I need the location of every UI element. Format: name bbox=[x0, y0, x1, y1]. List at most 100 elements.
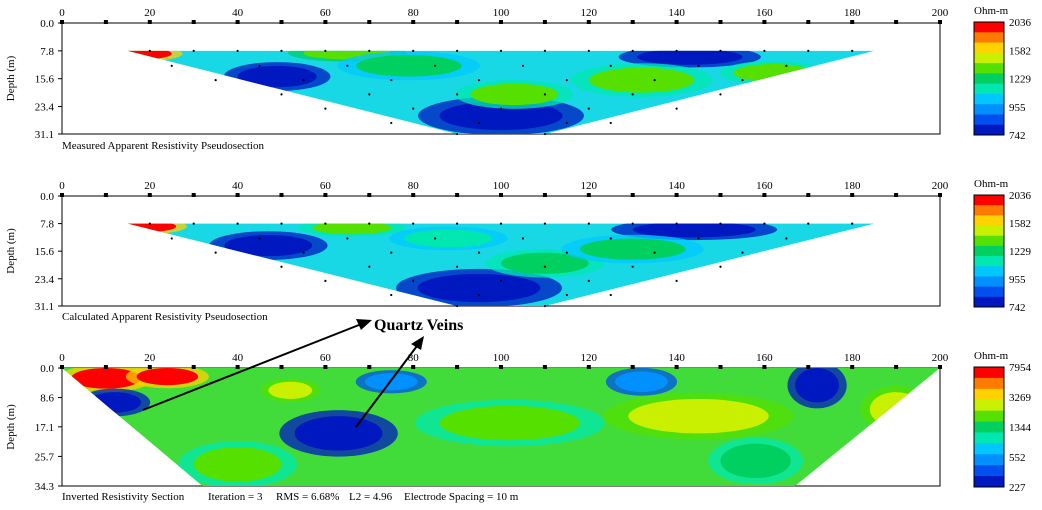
measured-colorbar-swatch bbox=[974, 73, 1004, 85]
calculated-measurement-point bbox=[719, 265, 722, 268]
inverted-colorbar-tick-label: 3269 bbox=[1009, 392, 1032, 404]
measured-zone bbox=[356, 55, 462, 77]
inverted-x-tick-label: 60 bbox=[320, 352, 332, 364]
measured-resistivity-zones bbox=[127, 50, 827, 134]
calculated-zone bbox=[224, 234, 313, 257]
inverted-electrode-marker bbox=[762, 365, 767, 369]
calculated-colorbar-swatch bbox=[974, 215, 1004, 227]
inverted-colorbar-swatch bbox=[974, 421, 1004, 433]
calculated-measurement-point bbox=[477, 251, 481, 254]
calculated-zone bbox=[312, 223, 392, 235]
calculated-electrode-marker bbox=[542, 193, 547, 197]
measured-measurement-point bbox=[214, 79, 217, 82]
calculated-x-tick-label: 0 bbox=[59, 180, 65, 192]
calculated-y-tick-label: 0.0 bbox=[40, 191, 54, 203]
inverted-electrode-marker bbox=[718, 365, 723, 369]
calculated-title: Calculated Apparent Resistivity Pseudose… bbox=[62, 311, 268, 323]
calculated-measurement-point bbox=[280, 222, 283, 225]
calculated-resistivity-zones bbox=[127, 223, 778, 306]
measured-zone bbox=[637, 50, 743, 65]
calculated-electrode-marker bbox=[630, 193, 635, 197]
calculated-electrode-marker bbox=[499, 193, 503, 197]
inverted-resistivity-zones bbox=[62, 368, 932, 486]
measured-colorbar-frame bbox=[973, 21, 1005, 136]
measured-measurement-point bbox=[741, 79, 744, 82]
measured-electrode-marker bbox=[60, 20, 64, 24]
calculated-x-tick-label: 100 bbox=[493, 180, 510, 192]
measured-electrode-marker bbox=[586, 20, 591, 24]
measured-x-tick-label: 200 bbox=[932, 7, 949, 19]
measured-measurement-point bbox=[456, 132, 459, 136]
calculated-measurement-point bbox=[543, 304, 547, 308]
measured-x-tick-label: 0 bbox=[59, 7, 65, 19]
inverted-colorbar-tick-label: 1344 bbox=[1009, 422, 1032, 434]
measured-measurement-point bbox=[543, 132, 547, 136]
measured-electrode-marker bbox=[674, 20, 679, 24]
measured-measurement-point bbox=[456, 49, 459, 52]
measured-x-tick-label: 180 bbox=[844, 7, 861, 19]
calculated-measurement-point bbox=[719, 222, 722, 225]
calculated-colorbar-swatch bbox=[974, 266, 1004, 277]
measured-electrode-marker bbox=[367, 20, 372, 24]
calculated-electrode-marker bbox=[323, 193, 328, 197]
calculated-y-tick-label: 15.6 bbox=[35, 246, 55, 258]
calculated-colorbar-tick-label: 1582 bbox=[1009, 218, 1031, 230]
inverted-y-tick-label: 8.6 bbox=[40, 393, 54, 405]
calculated-measurement-point bbox=[543, 222, 547, 225]
calculated-measurement-point bbox=[785, 237, 788, 240]
measured-electrode-marker bbox=[630, 20, 635, 24]
quartz-veins-label: Quartz Veins bbox=[374, 317, 463, 334]
inverted-colorbar-swatch bbox=[974, 432, 1004, 444]
measured-colorbar-swatch bbox=[974, 124, 1004, 136]
calculated-measurement-point bbox=[675, 222, 678, 225]
measured-measurement-point bbox=[412, 107, 415, 110]
measured-measurement-point bbox=[390, 121, 393, 125]
inverted-zone bbox=[268, 381, 313, 399]
calculated-x-tick-label: 120 bbox=[581, 180, 598, 192]
calculated-pseudosection-panel: 0 20 40 60 80 100 120 140 160 180 200 0.0 7.8 15.6 23.… bbox=[5, 178, 1032, 314]
calculated-zone bbox=[417, 273, 541, 303]
calculated-measurement-point bbox=[631, 222, 634, 225]
calculated-colorbar-swatch bbox=[974, 296, 1004, 308]
inverted-x-tick-label: 0 bbox=[59, 352, 65, 364]
measured-electrode-marker bbox=[806, 20, 811, 24]
calculated-x-tick-label: 200 bbox=[932, 180, 949, 192]
inverted-electrode-marker bbox=[850, 365, 855, 369]
calculated-x-tick-label: 40 bbox=[232, 180, 244, 192]
measured-electrode-marker bbox=[235, 20, 240, 24]
inverted-x-tick-label: 120 bbox=[581, 352, 598, 364]
measured-colorbar-swatch bbox=[974, 63, 1004, 74]
calculated-measurement-point bbox=[170, 237, 173, 240]
measured-colorbar-swatch bbox=[974, 42, 1004, 54]
measured-measurement-point bbox=[324, 49, 327, 52]
measured-x-tick-label: 80 bbox=[408, 7, 420, 19]
measured-electrode-marker bbox=[718, 20, 723, 24]
measured-measurement-point bbox=[565, 79, 568, 82]
measured-colorbar-swatch bbox=[974, 22, 1004, 33]
measured-zone bbox=[588, 67, 695, 93]
calculated-colorbar-tick-label: 2036 bbox=[1009, 190, 1032, 202]
calculated-electrode-marker bbox=[147, 193, 152, 197]
measured-zone bbox=[439, 101, 563, 131]
inverted-colorbar-tick-label: 7954 bbox=[1009, 362, 1032, 374]
measured-x-tick-label: 40 bbox=[232, 7, 244, 19]
calculated-colorbar-tick-label: 1229 bbox=[1009, 246, 1032, 258]
inverted-y-tick-label: 17.1 bbox=[35, 422, 54, 434]
inverted-zone bbox=[136, 368, 199, 386]
calculated-measurement-point bbox=[675, 279, 678, 282]
measured-electrode-marker bbox=[455, 20, 460, 24]
measured-electrode-marker bbox=[938, 20, 942, 24]
measured-measurement-point bbox=[697, 64, 700, 67]
inverted-y-tick-label: 34.3 bbox=[35, 481, 55, 493]
measured-colorbar-tick-label: 1229 bbox=[1009, 74, 1032, 86]
calculated-zone bbox=[632, 223, 756, 238]
measured-measurement-point bbox=[521, 64, 525, 67]
measured-measurement-point bbox=[719, 93, 722, 96]
inverted-electrode-marker bbox=[279, 365, 284, 369]
inverted-electrode-marker bbox=[806, 365, 811, 369]
calculated-measurement-point bbox=[368, 265, 371, 268]
measured-electrode-marker bbox=[147, 20, 152, 24]
inverted-electrode-marker bbox=[367, 365, 372, 369]
measured-measurement-point bbox=[258, 64, 261, 67]
inverted-colorbar-tick-label: 227 bbox=[1009, 482, 1026, 494]
